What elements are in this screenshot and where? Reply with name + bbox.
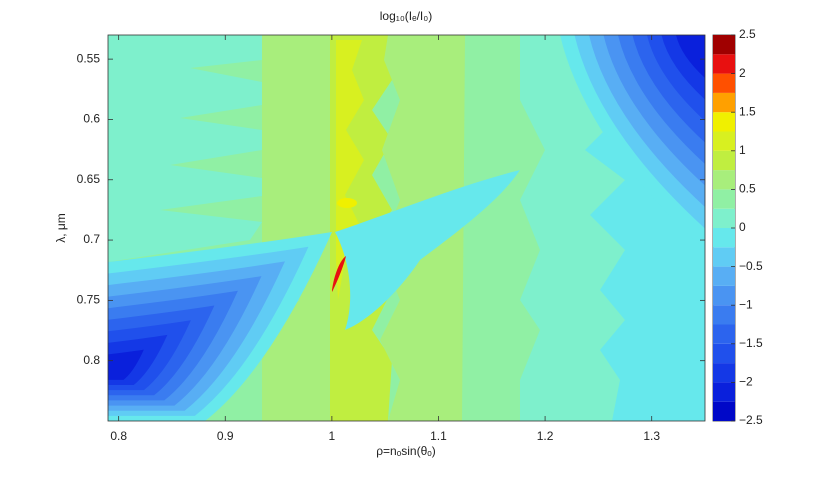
colorbar-tick-label: 2.5 [739,27,756,41]
chart-title: log₁₀(Iₑ/I₀) [380,9,432,23]
colorbar-band [713,73,735,93]
colorbar-tick-label: 0 [739,220,746,234]
y-tick-label: 0.65 [77,172,101,186]
y-tick-label: 0.75 [77,293,101,307]
colorbar-band [713,35,735,55]
y-tick-label: 0.8 [83,353,100,367]
colorbar-band [713,305,735,325]
colorbar-band [713,112,735,132]
colorbar-band [713,266,735,286]
colorbar-band [713,363,735,383]
x-tick-label: 1.3 [643,429,660,443]
colorbar-band [713,170,735,190]
colorbar-tick-label: −1.5 [739,336,763,350]
contour-region [332,256,346,292]
colorbar-band [713,54,735,74]
y-tick-label: 0.6 [83,112,100,126]
x-tick-label: 1.2 [537,429,554,443]
contour-region [676,35,705,78]
x-tick-label: 1.1 [430,429,447,443]
colorbar-band [713,382,735,402]
colorbar-band [713,285,735,306]
colorbar-band [713,343,735,364]
x-tick-label: 1 [329,429,336,443]
contour-region [337,198,357,208]
colorbar-tick-label: 2 [739,66,746,80]
y-tick-label: 0.7 [83,232,100,246]
contour-region [108,349,144,380]
x-axis-label: ρ=nₒsin(θₒ) [376,444,436,458]
colorbar-band [713,208,735,228]
colorbar-band [713,324,735,344]
colorbar-tick-label: 1.5 [739,104,756,118]
colorbar-tick-label: 0.5 [739,182,756,196]
x-tick-label: 0.8 [110,429,127,443]
colorbar-band [713,228,735,248]
colorbar-tick-label: −2.5 [739,413,763,427]
colorbar-band [713,401,735,421]
colorbar-band [713,92,735,113]
colorbar-band [713,131,735,151]
colorbar-band [713,189,735,209]
plot-frame [107,34,706,422]
contour-region [335,170,520,330]
contour-field [108,35,705,421]
y-axis-label: λ, μm [54,213,68,243]
colorbar-tick-label: −0.5 [739,259,763,273]
colorbar-band [713,247,735,267]
y-tick-label: 0.55 [77,51,101,65]
contour-region [108,35,265,262]
colorbar-band [713,150,735,171]
contour-region [262,35,330,421]
colorbar-tick-label: 1 [739,143,746,157]
colorbar-tick-label: −2 [739,375,753,389]
x-tick-label: 0.9 [217,429,234,443]
colorbar-tick-label: −1 [739,297,753,311]
